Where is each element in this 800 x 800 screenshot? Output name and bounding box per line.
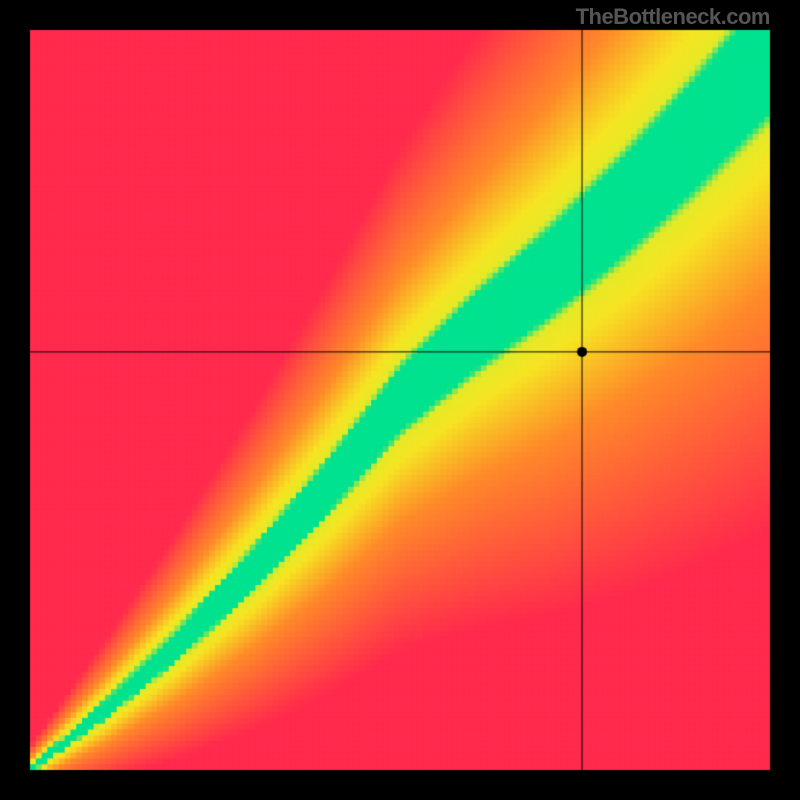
attribution-label: TheBottleneck.com [576, 4, 770, 30]
bottleneck-heatmap [0, 0, 800, 800]
